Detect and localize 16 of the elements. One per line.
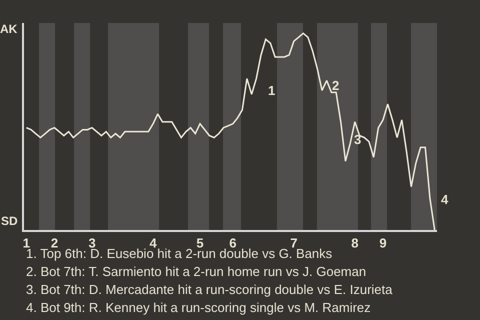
x-tick-label: 9 — [379, 236, 387, 251]
annotation: 1 — [268, 83, 276, 98]
x-tick-label: 6 — [229, 236, 236, 251]
text: 2. Bot 7th: T. Sarmiento hit a 2-run home run vs J. Goeman — [26, 264, 366, 279]
text: SD — [1, 214, 18, 228]
x-tick-label: 8 — [351, 236, 358, 251]
x-tick-label: 4 — [149, 236, 158, 251]
x-tick-label: 2 — [50, 236, 58, 251]
x-tick-label: 7 — [290, 236, 298, 251]
annotation: 3 — [354, 132, 362, 147]
text: AK — [0, 22, 18, 36]
annotation: 2 — [332, 78, 340, 93]
text: 4. Bot 9th: R. Kenney hit a run-scoring single vs M. Ramirez — [26, 300, 371, 315]
text: 3. Bot 7th: D. Mercadante hit a run-scoring double vs E. Izurieta — [26, 282, 394, 297]
x-tick-label: 5 — [196, 236, 204, 251]
text: 4 — [441, 192, 449, 207]
